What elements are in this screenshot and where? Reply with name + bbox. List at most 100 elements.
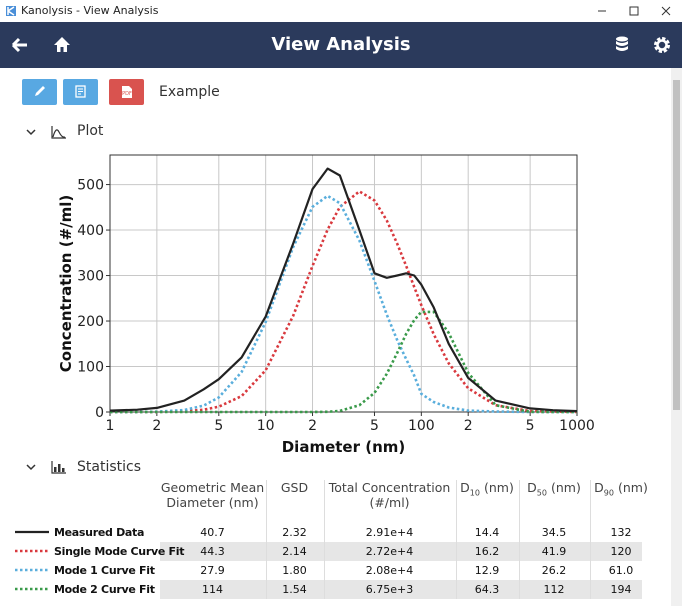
table-cell: 27.9: [200, 564, 225, 577]
x-axis-title: Diameter (nm): [282, 438, 406, 456]
column-separator: [590, 480, 591, 599]
table-cell: 120: [610, 545, 632, 558]
home-button[interactable]: [52, 35, 72, 55]
svg-text:PDF: PDF: [122, 91, 132, 97]
row-band: [160, 580, 642, 599]
table-cell: 112: [543, 583, 565, 596]
back-button[interactable]: [10, 35, 30, 55]
column-header: GSD: [280, 480, 309, 495]
plot-section-icons[interactable]: [24, 124, 74, 140]
table-cell: 6.75e+3: [365, 583, 414, 596]
header-part: D: [460, 480, 470, 495]
column-header: D90 (nm): [590, 480, 652, 501]
x-tick-label: 2: [308, 418, 317, 434]
column-separator: [324, 480, 325, 599]
series-line: [110, 190, 578, 414]
table-cell: 26.2: [541, 564, 567, 577]
header-part: D: [527, 480, 537, 495]
x-tick-label: 5: [370, 418, 379, 434]
series-line: [110, 310, 577, 414]
plot-frame: [109, 154, 578, 413]
y-axis-title: Concentration (#/ml): [57, 195, 75, 372]
app-icon: [6, 6, 16, 16]
chart: 0 100 200 300 400 500 1 2 5 10 2 5 100 2 5 1000 Diameter…: [57, 154, 595, 456]
header-part: 10: [469, 488, 480, 498]
x-tick-label: 2: [464, 418, 473, 434]
analysis-name: Example: [159, 84, 220, 100]
table-cell: 40.7: [200, 526, 225, 539]
plot-section-title[interactable]: Plot: [77, 123, 104, 139]
table-cell: 194: [610, 583, 632, 596]
y-tick-label: 0: [95, 405, 104, 421]
table-cell: 2.08e+4: [365, 564, 414, 577]
header-part: 90: [603, 488, 614, 498]
row-name: Single Mode Curve Fit: [54, 545, 185, 558]
y-tick-label: 200: [77, 314, 104, 330]
row-name: Mode 1 Curve Fit: [54, 564, 155, 577]
table-cell: 61.0: [608, 564, 634, 577]
title-bar: Kanolysis - View Analysis: [0, 0, 682, 22]
x-tick-label: 1000: [559, 418, 595, 434]
plot-area: [109, 154, 578, 413]
table-cell: 44.3: [200, 545, 225, 558]
y-tick-label: 500: [77, 178, 104, 194]
column-separator: [266, 480, 267, 599]
column-separator: [456, 480, 457, 599]
statistics-section-icons[interactable]: [24, 459, 74, 475]
table-cell: 2.91e+4: [365, 526, 414, 539]
table-cell: 34.5: [541, 526, 567, 539]
notes-button[interactable]: [63, 79, 98, 105]
x-tick-label: 1: [106, 418, 115, 434]
row-legend-swatch: [15, 530, 49, 534]
pdf-button[interactable]: PDF: [109, 79, 144, 105]
column-separator: [519, 480, 520, 599]
window-title: Kanolysis - View Analysis: [21, 4, 159, 17]
y-tick-label: 300: [77, 269, 104, 285]
database-button[interactable]: [612, 35, 632, 55]
x-tick-label: 100: [408, 418, 435, 434]
header-part: (nm): [483, 480, 514, 495]
statistics-table: Geometric Mean Diameter (nm) GSD Total Con…: [0, 478, 670, 606]
table-cell: 1.54: [282, 583, 307, 596]
table-cell: 1.80: [282, 564, 307, 577]
column-header: D50 (nm): [519, 480, 589, 501]
table-cell: 41.9: [541, 545, 567, 558]
table-cell: 14.4: [474, 526, 500, 539]
table-cell: 2.32: [282, 526, 307, 539]
header-part: 50: [536, 488, 547, 498]
row-legend-swatch: [15, 568, 49, 572]
y-tick-label: 100: [77, 360, 104, 376]
column-header: Geometric Mean Diameter (nm): [160, 480, 265, 510]
x-tick-label: 5: [526, 418, 535, 434]
header-part: (nm): [617, 480, 648, 495]
statistics-section-title[interactable]: Statistics: [77, 459, 141, 475]
column-header: D10 (nm): [456, 480, 518, 501]
window-controls[interactable]: [590, 0, 682, 22]
table-cell: 16.2: [474, 545, 500, 558]
column-header: Total Concentration (#/ml): [328, 480, 451, 510]
row-name: Mode 2 Curve Fit: [54, 583, 155, 596]
app-header: View Analysis: [0, 22, 682, 68]
row-legend-swatch: [15, 587, 49, 591]
header-part: (nm): [550, 480, 581, 495]
table-cell: 64.3: [474, 583, 500, 596]
table-cell: 2.14: [282, 545, 307, 558]
settings-button[interactable]: [652, 35, 672, 55]
series-line: [109, 167, 578, 413]
row-name: Measured Data: [54, 526, 145, 539]
series-line: [110, 194, 577, 414]
y-tick-label: 400: [77, 223, 104, 239]
table-cell: 12.9: [474, 564, 500, 577]
scroll-thumb[interactable]: [673, 80, 680, 410]
row-legend-swatch: [15, 549, 49, 553]
table-cell: 132: [610, 526, 632, 539]
row-band: [160, 542, 642, 561]
x-tick-label: 10: [257, 418, 275, 434]
header-part: D: [594, 480, 604, 495]
x-tick-label: 5: [214, 418, 223, 434]
x-tick-label: 2: [152, 418, 161, 434]
header-title: View Analysis: [271, 34, 411, 55]
table-cell: 114: [202, 583, 223, 596]
edit-button[interactable]: [22, 79, 57, 105]
